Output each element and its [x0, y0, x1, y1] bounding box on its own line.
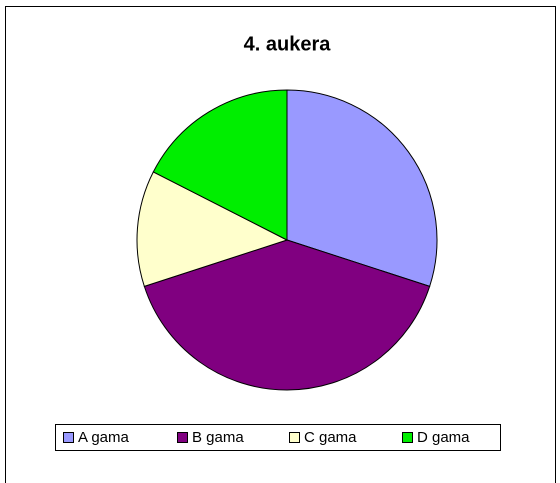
legend-label: A gama — [78, 429, 130, 446]
legend-box — [55, 424, 501, 451]
legend-label: C gama — [304, 429, 357, 446]
pie-slice — [152, 89, 288, 241]
legend-swatch — [177, 432, 188, 443]
legend-label: B gama — [192, 429, 244, 446]
pie-slice — [286, 89, 438, 287]
legend-swatch — [289, 432, 300, 443]
pie-slice — [143, 239, 431, 391]
legend-swatch — [63, 432, 74, 443]
pie-slice — [136, 171, 289, 287]
legend-swatch — [402, 432, 413, 443]
chart-title: 4. aukera — [244, 33, 332, 55]
legend-label: D gama — [417, 429, 470, 446]
